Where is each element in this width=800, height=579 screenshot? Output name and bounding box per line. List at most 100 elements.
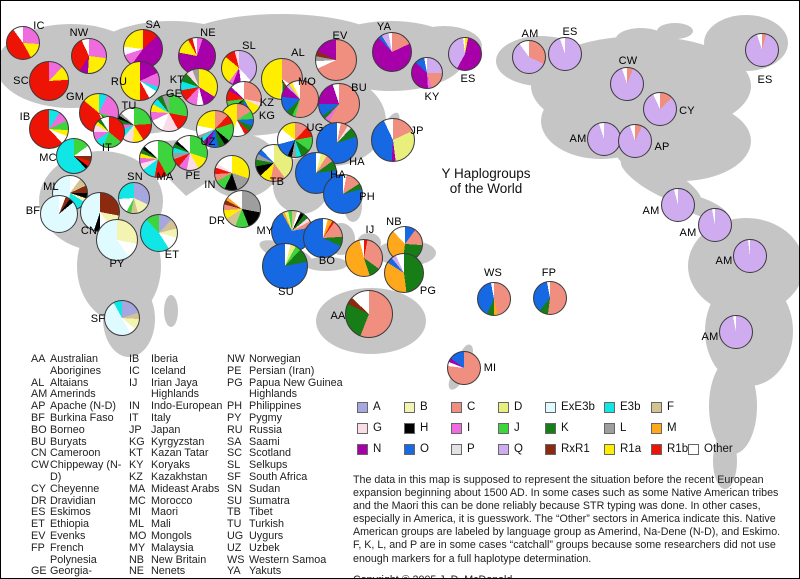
pie-label-TU: TU	[121, 100, 137, 112]
pie-label-HA-N: HA	[349, 156, 365, 168]
pie-label-PG: PG	[419, 285, 437, 297]
pie-SC	[29, 61, 69, 101]
pie-label-AM-MX: AM	[642, 205, 660, 217]
abbr-code: MO	[129, 529, 147, 542]
pie-label-PE: PE	[185, 170, 201, 182]
legend-swatch-R1a	[604, 444, 615, 455]
pie-label-GE: GE	[165, 88, 183, 100]
pie-EV	[315, 39, 357, 81]
legend-label-D: D	[514, 401, 523, 413]
pie-label-KZ: KZ	[259, 97, 275, 109]
abbr-entry-SU: SU Sumatra	[227, 494, 345, 508]
abbr-entry-UG: UG Uygurs	[227, 530, 345, 543]
pie-CY	[643, 92, 677, 126]
abbr-entry-CY: CY Cheyenne	[31, 482, 127, 496]
abbr-name: South Africa	[249, 470, 308, 483]
abbr-code: ET	[31, 518, 45, 531]
pie-label-NW: NW	[69, 27, 89, 39]
abbr-name: Japan	[151, 423, 181, 436]
abbr-entry-YA: YA Yakuts	[227, 566, 345, 578]
legend-swatch-R1b	[651, 444, 662, 455]
abbr-code: IB	[129, 353, 140, 365]
pie-YA	[372, 32, 412, 72]
pie-SN	[118, 182, 150, 214]
pie-UG	[277, 122, 313, 158]
abbr-name: Irian Jaya Highlands	[151, 376, 200, 401]
legend-swatch-G	[357, 423, 368, 434]
abbr-code: SA	[227, 435, 242, 448]
abbr-code: TU	[227, 518, 242, 531]
legend-swatch-Q	[498, 444, 509, 455]
abbr-name: Georgia-Armenia	[50, 565, 93, 578]
pie-SF	[104, 300, 140, 336]
abbr-name: Iceland	[151, 364, 186, 377]
abbr-entry-SF: SF South Africa	[227, 470, 345, 484]
pie-PE	[172, 135, 208, 171]
abbr-code: YA	[227, 565, 241, 578]
legend-swatch-D	[498, 402, 509, 413]
pie-label-CY: CY	[679, 105, 695, 117]
abbr-code: FP	[31, 541, 45, 554]
pie-NW	[71, 38, 107, 74]
pie-KT	[180, 68, 218, 106]
legend-swatch-H	[404, 423, 415, 434]
legend-label-B: B	[420, 401, 428, 413]
abbr-entry-WS: WS Western Samoa	[227, 554, 345, 567]
pie-label-ES-SIB: ES	[460, 73, 476, 85]
abbr-name: Cheyenne	[50, 482, 100, 495]
pie-IN	[214, 155, 250, 191]
abbr-code: BF	[31, 411, 45, 424]
abbr-code: SN	[227, 482, 242, 495]
abbr-entry-TB: TB Tibet	[227, 507, 345, 519]
pie-label-KT: KT	[169, 74, 185, 86]
pie-label-KY: KY	[424, 91, 440, 103]
legend-swatch-E3b	[604, 402, 615, 413]
pie-label-IJ: IJ	[365, 224, 375, 236]
abbr-name: Chippeway (N-D)	[50, 459, 122, 483]
legend-label-K: K	[561, 422, 569, 434]
abbr-name: Uzbek	[249, 541, 280, 554]
abbr-code: BO	[31, 423, 47, 436]
abbr-name: Koryaks	[151, 459, 191, 472]
abbr-name: Kazakhstan	[151, 470, 208, 483]
abbr-name: Dravidian	[50, 494, 96, 507]
legend-label-P: P	[467, 443, 475, 455]
abbr-entry-BF: BF Burkina Faso	[31, 411, 127, 425]
abbr-name: Selkups	[249, 459, 288, 472]
pie-label-GM: GM	[65, 91, 85, 103]
abbr-entry-MC: MC Morocco	[129, 495, 225, 508]
abbr-code: IC	[129, 364, 140, 377]
abbr-entry-IB: IB Iberia	[129, 353, 225, 366]
pie-label-ES-AK: ES	[562, 26, 578, 38]
legend-label-I: I	[467, 422, 471, 434]
pie-label-UZ: UZ	[200, 136, 216, 148]
legend-label-R1b: R1b	[667, 443, 689, 455]
abbr-entry-NE: NE Nenets	[129, 566, 225, 578]
abbr-entry-SN: SN Sudan	[227, 482, 345, 496]
abbr-name: Sumatra	[249, 494, 290, 507]
legend-label-N: N	[373, 443, 382, 455]
abbr-name: Kazan Tatar	[151, 447, 209, 460]
abbr-code: IN	[129, 400, 140, 413]
abbr-entry-UZ: UZ Uzbek	[227, 541, 345, 555]
pie-label-PH: PH	[359, 191, 375, 203]
abbr-entry-PY: PY Pygmy	[227, 412, 345, 425]
abbr-code: PE	[227, 364, 242, 377]
abbr-name: Cameroon	[50, 447, 101, 460]
pie-label-AM-AK: AM	[521, 28, 539, 40]
abbr-code: JP	[129, 423, 142, 436]
pie-label-NE: NE	[200, 27, 216, 39]
abbr-entry-IJ: IJ Irian Jaya Highlands	[129, 376, 225, 402]
pie-ES-AK	[548, 37, 582, 71]
abbr-code: AP	[31, 400, 46, 413]
pie-label-SN: SN	[127, 171, 143, 183]
abbr-entry-BO: BO Borneo	[31, 423, 127, 437]
abbr-name: Evenks	[50, 529, 86, 542]
abbr-entry-MO: MO Mongols	[129, 529, 225, 543]
pie-TB	[255, 144, 293, 182]
abbr-name: Australian Aborigines	[50, 353, 102, 377]
legend-swatch-O	[404, 444, 415, 455]
abbr-code: DR	[31, 494, 47, 507]
pie-KY	[411, 57, 443, 89]
